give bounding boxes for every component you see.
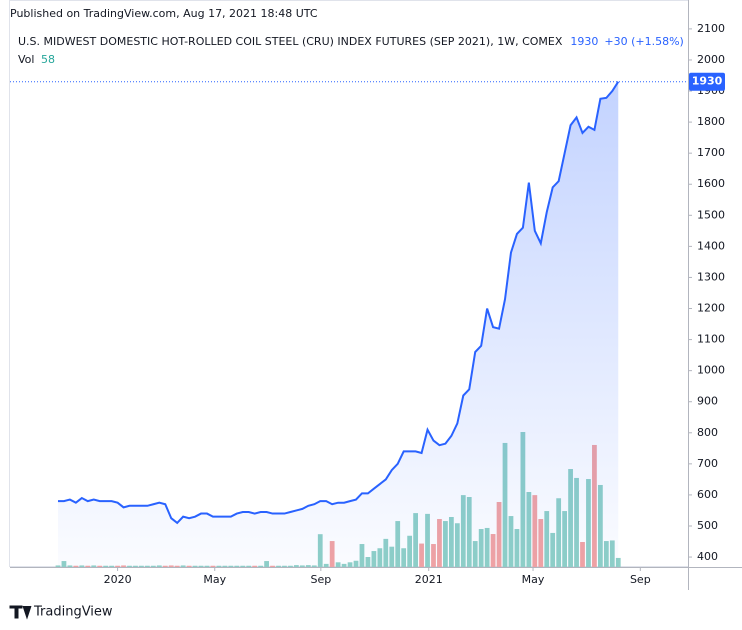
x-tick-label: Sep bbox=[310, 573, 331, 586]
last-price: 1930 bbox=[570, 35, 598, 48]
last-price-badge-label: 1930 bbox=[692, 75, 723, 88]
y-tick-label: 600 bbox=[697, 488, 718, 501]
y-tick-label: 700 bbox=[697, 457, 718, 470]
y-tick-label: 1200 bbox=[697, 302, 725, 315]
y-tick-label: 1500 bbox=[697, 208, 725, 221]
x-tick-label: May bbox=[203, 573, 226, 586]
y-tick-label: 900 bbox=[697, 395, 718, 408]
y-tick-label: 1800 bbox=[697, 115, 725, 128]
y-tick-label: 1300 bbox=[697, 270, 725, 283]
brand: TradingView bbox=[33, 605, 113, 620]
x-tick-label: May bbox=[522, 573, 545, 586]
volume-label: Vol bbox=[18, 53, 34, 66]
y-tick-label: 2000 bbox=[697, 53, 725, 66]
y-tick-label: 400 bbox=[697, 550, 718, 563]
price-area bbox=[57, 81, 619, 568]
price-change: +30 (+1.58%) bbox=[604, 35, 683, 48]
y-tick-label: 1000 bbox=[697, 364, 725, 377]
price-line bbox=[57, 81, 620, 525]
y-tick-label: 500 bbox=[697, 519, 718, 532]
y-tick-label: 1100 bbox=[697, 333, 725, 346]
x-tick-label: Sep bbox=[630, 573, 651, 586]
y-tick-label: 1600 bbox=[697, 177, 725, 190]
x-tick-label: 2020 bbox=[104, 573, 132, 586]
last-price-badge bbox=[689, 72, 725, 91]
x-tick-label: 2021 bbox=[415, 573, 443, 586]
y-tick-label: 800 bbox=[697, 426, 718, 439]
y-tick-label: 1700 bbox=[697, 146, 725, 159]
volume-last: 58 bbox=[41, 53, 55, 66]
published-note: Published on TradingView.com, Aug 17, 20… bbox=[10, 7, 318, 20]
y-tick-label: 1400 bbox=[697, 239, 725, 252]
y-tick-label: 2100 bbox=[697, 22, 725, 35]
brand-logo bbox=[9, 605, 32, 620]
chart-title: U.S. MIDWEST DOMESTIC HOT-ROLLED COIL ST… bbox=[18, 35, 563, 48]
